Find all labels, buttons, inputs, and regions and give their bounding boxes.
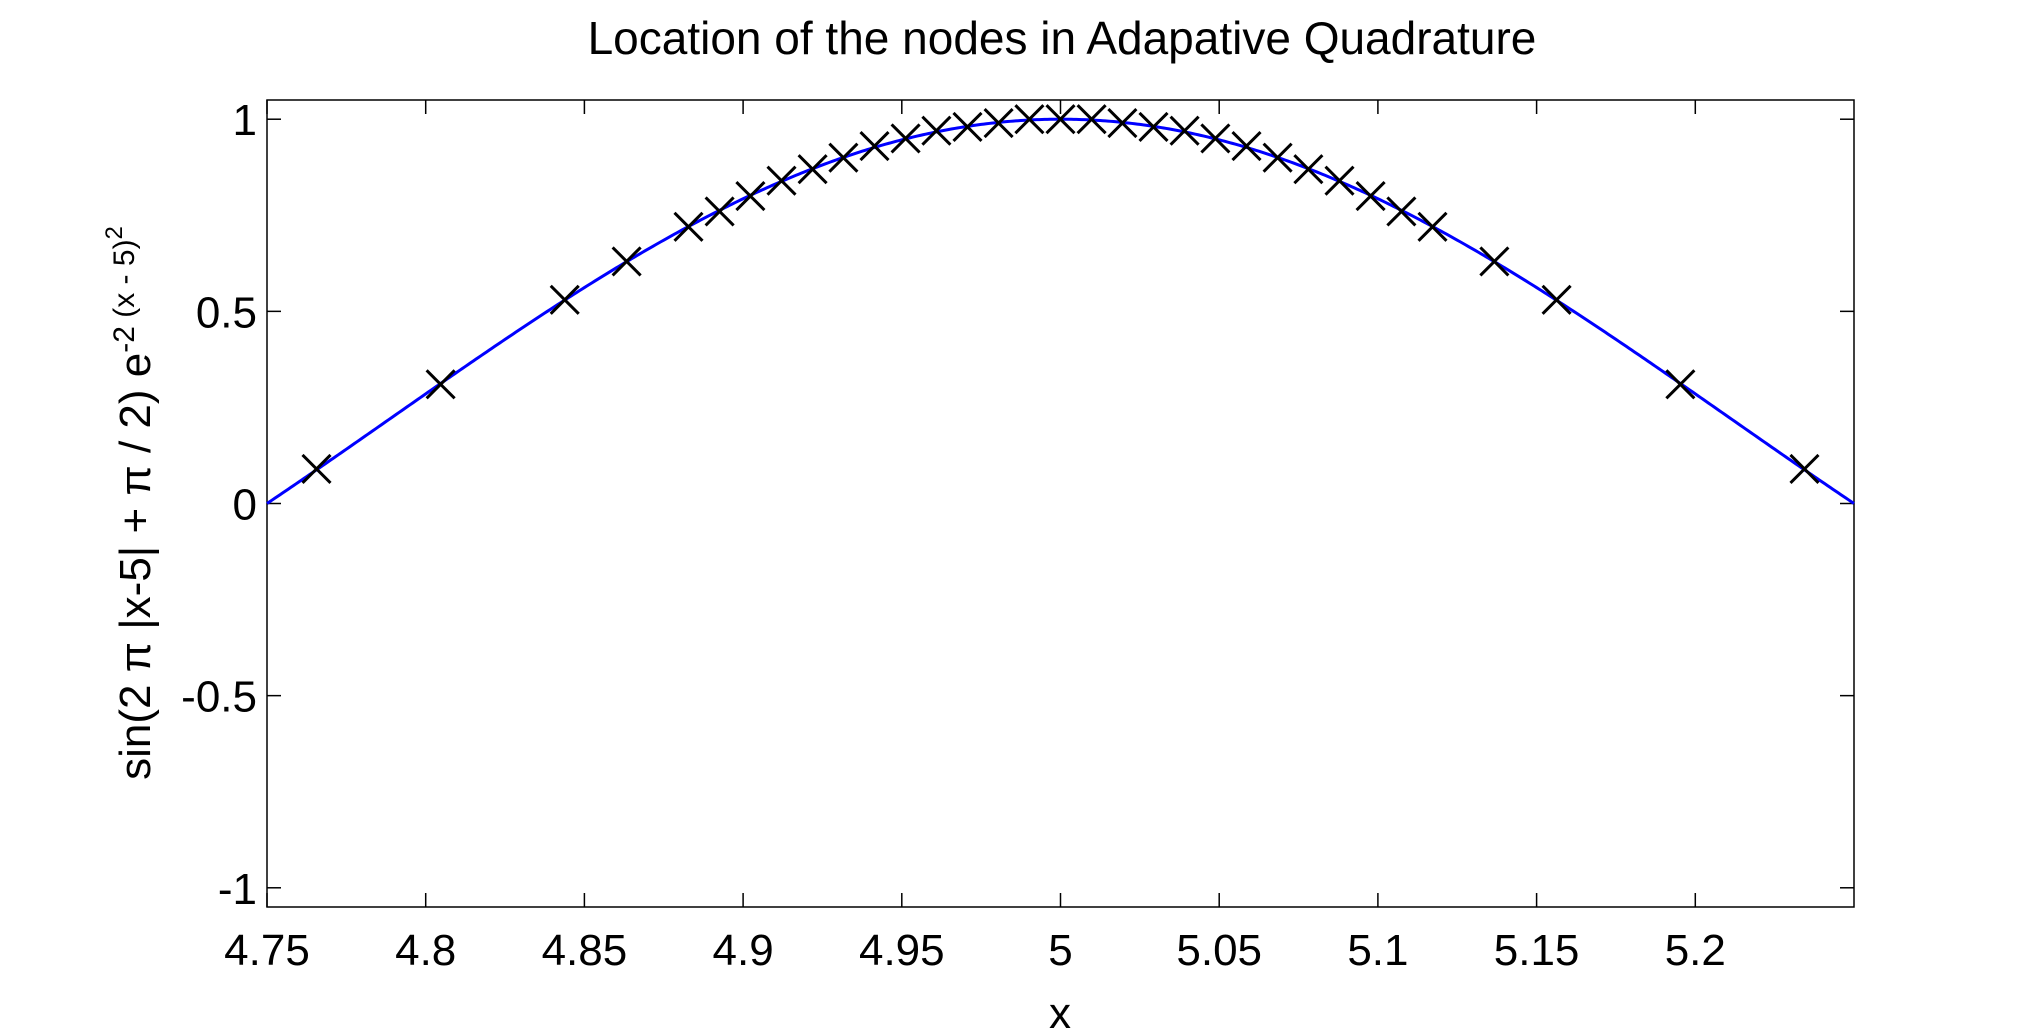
node-marker bbox=[890, 123, 921, 154]
node-marker bbox=[1417, 211, 1448, 242]
node-marker bbox=[1665, 369, 1696, 400]
node-marker bbox=[859, 131, 890, 162]
y-axis-label-exponent: -2 (x - 5) bbox=[108, 239, 141, 352]
chart-title: Location of the nodes in Adapative Quadr… bbox=[588, 12, 1537, 64]
node-marker bbox=[301, 453, 332, 484]
node-marker bbox=[673, 211, 704, 242]
x-tick-label: 4.8 bbox=[395, 926, 456, 975]
y-tick-label: -1 bbox=[218, 865, 257, 914]
plot-area: 4.75 4.8 4.85 4.9 4.95 5 5.05 5.1 5.15 5.2 1 0.5 0 -0… bbox=[181, 96, 1855, 975]
y-tick-label: 0 bbox=[233, 481, 257, 530]
node-marker bbox=[611, 246, 642, 277]
x-axis-label: x bbox=[1049, 989, 1071, 1030]
y-tick-label: 1 bbox=[233, 96, 257, 145]
x-tick-label: 4.75 bbox=[224, 926, 310, 975]
node-marker bbox=[983, 107, 1014, 139]
series-layer bbox=[266, 104, 1855, 505]
node-marker bbox=[1200, 123, 1231, 154]
node-marker bbox=[1479, 246, 1510, 277]
node-marker bbox=[1355, 181, 1386, 212]
node-marker bbox=[766, 165, 797, 196]
x-tick-label: 5.15 bbox=[1494, 926, 1580, 975]
ticks bbox=[266, 100, 1854, 907]
node-marker bbox=[828, 142, 859, 173]
x-tick-label: 4.9 bbox=[713, 926, 774, 975]
axes-box bbox=[266, 99, 1855, 908]
node-marker bbox=[425, 369, 456, 400]
x-tick-label: 5 bbox=[1048, 926, 1072, 975]
node-marker bbox=[1386, 196, 1417, 227]
node-marker bbox=[797, 154, 828, 185]
node-marker bbox=[1231, 131, 1262, 162]
y-axis-label-base: sin(2 π |x-5| + π / 2) e bbox=[111, 353, 160, 780]
x-tick-label: 5.1 bbox=[1347, 926, 1408, 975]
node-marker bbox=[1293, 154, 1324, 185]
node-marker bbox=[1541, 284, 1572, 315]
node-marker bbox=[1138, 111, 1169, 142]
x-tick-label: 5.2 bbox=[1665, 926, 1726, 975]
node-marker bbox=[1014, 104, 1045, 135]
node-marker bbox=[1789, 453, 1820, 484]
x-tick-label: 4.95 bbox=[859, 926, 945, 975]
x-tick-label: 4.85 bbox=[542, 926, 628, 975]
node-marker bbox=[1107, 107, 1138, 139]
tick-labels: 4.75 4.8 4.85 4.9 4.95 5 5.05 5.1 5.15 5.2 1 0.5 0 -0… bbox=[181, 96, 1726, 975]
node-marker bbox=[1045, 104, 1076, 135]
node-marker bbox=[1076, 104, 1107, 135]
x-tick-label: 5.05 bbox=[1176, 926, 1262, 975]
y-axis-label: sin(2 π |x-5| + π / 2) e-2 (x - 5)2 bbox=[101, 226, 160, 780]
y-tick-label: -0.5 bbox=[181, 673, 257, 722]
node-marker bbox=[549, 284, 580, 315]
node-marker bbox=[1324, 165, 1355, 196]
node-marker bbox=[921, 115, 952, 146]
node-marker bbox=[1262, 142, 1293, 173]
node-marker bbox=[1169, 115, 1200, 146]
node-marker bbox=[952, 111, 983, 142]
y-axis-label-exponent-power: 2 bbox=[101, 226, 128, 239]
node-marker bbox=[735, 181, 766, 212]
y-tick-label: 0.5 bbox=[196, 288, 257, 337]
node-marker bbox=[704, 196, 735, 227]
